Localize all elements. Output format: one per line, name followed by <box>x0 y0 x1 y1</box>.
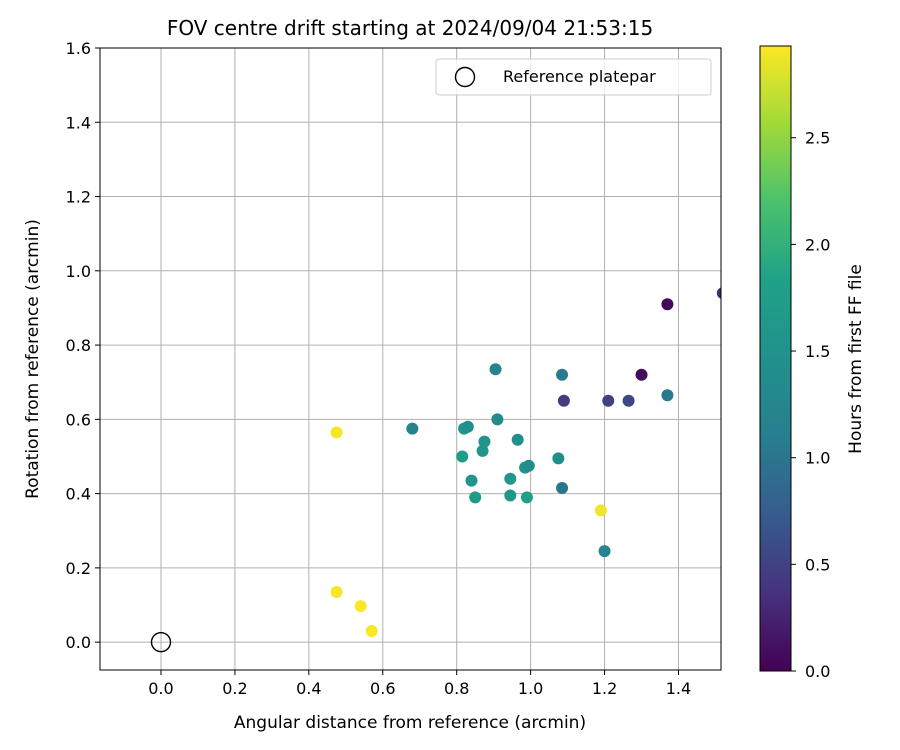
scatter-point <box>520 491 533 504</box>
colorbar-tick-label: 0.5 <box>805 555 830 574</box>
x-tick-label: 0.2 <box>222 679 247 698</box>
y-axis-label: Rotation from reference (arcmin) <box>23 219 43 499</box>
scatter-point <box>465 474 478 487</box>
scatter-point <box>556 482 569 495</box>
chart-title: FOV centre drift starting at 2024/09/04 … <box>167 16 653 40</box>
y-tick-label: 0.6 <box>66 410 91 429</box>
x-tick-label: 1.2 <box>592 679 617 698</box>
legend: Reference platepar <box>435 58 712 96</box>
x-axis-ticks: 0.0 0.2 0.4 0.6 0.8 1.0 1.2 1.4 <box>148 670 691 698</box>
x-axis-label: Angular distance from reference (arcmin) <box>234 713 586 733</box>
scatter-point <box>511 433 524 446</box>
colorbar: 0.0 0.5 1.0 1.5 2.0 2.5 Hours from first FF f… <box>759 45 866 681</box>
scatter-point <box>489 363 502 376</box>
y-axis-ticks: 0.0 0.2 0.4 0.6 0.8 1.0 1.2 1.4 1.6 <box>66 39 100 652</box>
y-tick-label: 0.0 <box>66 633 91 652</box>
colorbar-tick-label: 1.5 <box>805 342 830 361</box>
x-tick-label: 0.8 <box>444 679 469 698</box>
scatter-point <box>406 422 419 435</box>
scatter-point <box>594 504 607 517</box>
scatter-point <box>557 394 570 407</box>
colorbar-tick-label: 1.0 <box>805 449 830 468</box>
scatter-point <box>598 545 611 558</box>
x-tick-label: 1.0 <box>518 679 543 698</box>
x-tick-label: 1.4 <box>666 679 691 698</box>
colorbar-tick-label: 2.5 <box>805 129 830 148</box>
scatter-point <box>476 444 489 457</box>
scatter-point <box>556 368 569 381</box>
scatter-points <box>330 287 721 638</box>
x-tick-label: 0.0 <box>148 679 173 698</box>
scatter-point <box>635 368 648 381</box>
legend-box <box>435 58 712 96</box>
reference-point-marker <box>150 631 172 653</box>
scatter-point <box>602 394 615 407</box>
scatter-point <box>330 586 343 599</box>
x-tick-label: 0.6 <box>370 679 395 698</box>
scatter-point <box>469 491 482 504</box>
scatter-point <box>522 459 535 472</box>
colorbar-gradient <box>759 45 792 672</box>
plot-frame <box>99 47 722 671</box>
scatter-point <box>504 489 517 502</box>
scatter-point <box>330 426 343 439</box>
scatter-point <box>661 298 674 311</box>
scatter-point <box>622 394 635 407</box>
colorbar-tick-label: 0.0 <box>805 662 830 681</box>
y-tick-label: 1.2 <box>66 188 91 207</box>
y-tick-label: 1.0 <box>66 262 91 281</box>
scatter-point <box>365 625 378 638</box>
y-tick-label: 0.4 <box>66 485 91 504</box>
scatter-point <box>716 287 721 299</box>
y-tick-label: 1.4 <box>66 113 91 132</box>
legend-reference-marker <box>454 66 476 88</box>
scatter-point <box>478 435 491 448</box>
x-tick-label: 0.4 <box>296 679 321 698</box>
y-tick-label: 0.8 <box>66 336 91 355</box>
scatter-point <box>456 450 469 463</box>
legend-label: Reference platepar <box>503 67 656 86</box>
grid-lines <box>100 47 721 670</box>
scatter-point <box>552 452 565 465</box>
scatter-point <box>354 600 367 613</box>
colorbar-ticks: 0.0 0.5 1.0 1.5 2.0 2.5 <box>791 129 830 681</box>
colorbar-tick-label: 2.0 <box>805 235 830 254</box>
scatter-point <box>491 413 504 426</box>
colorbar-label: Hours from first FF file <box>846 264 866 454</box>
y-tick-label: 0.2 <box>66 559 91 578</box>
scatter-point <box>661 389 674 402</box>
y-tick-label: 1.6 <box>66 39 91 58</box>
scatter-point <box>504 472 517 485</box>
scatter-point <box>461 420 474 433</box>
